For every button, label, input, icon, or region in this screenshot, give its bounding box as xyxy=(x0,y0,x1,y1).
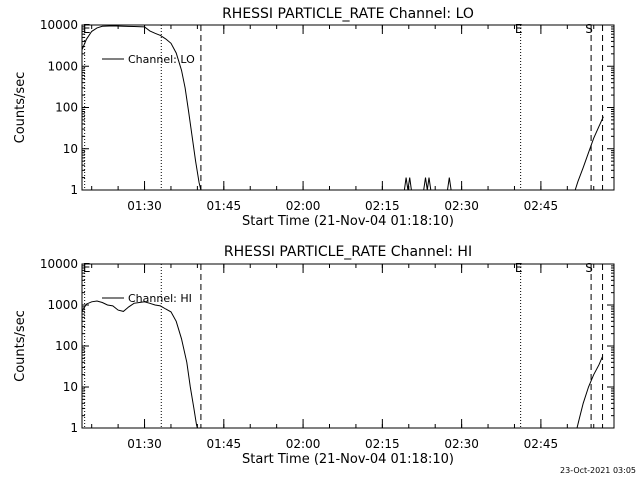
series-line xyxy=(574,116,604,191)
marker-label: S xyxy=(585,261,593,275)
y-tick-label: 10 xyxy=(63,142,78,156)
x-tick-label: 01:45 xyxy=(207,199,242,213)
y-axis-label: Counts/sec xyxy=(13,72,28,144)
y-tick-label: 10000 xyxy=(40,257,78,271)
x-tick-label: 02:30 xyxy=(444,199,479,213)
chart-panel-2: 1 10 100 1000 10000 01:30 01:45 02:00 02:15 02:30… xyxy=(40,257,615,451)
y-axis-label: Counts/sec xyxy=(13,310,28,382)
y-tick-label: 10 xyxy=(63,380,78,394)
x-axis-label: Start Time (21-Nov-04 01:18:10) xyxy=(242,452,454,467)
legend-entry: Channel: HI xyxy=(128,292,192,305)
series-line xyxy=(81,25,202,191)
y-axis: 1 10 100 1000 10000 xyxy=(40,18,614,197)
x-axis: 01:30 01:45 02:00 02:15 02:30 02:45 xyxy=(91,264,595,451)
y-tick-label: 1000 xyxy=(47,298,78,312)
series-line xyxy=(81,300,198,429)
marker-label: E xyxy=(83,261,91,275)
x-tick-label: 02:15 xyxy=(365,199,400,213)
plot-frame xyxy=(81,24,615,191)
x-tick-label: 02:45 xyxy=(524,199,559,213)
x-tick-label: 01:30 xyxy=(127,437,162,451)
x-tick-label: 01:45 xyxy=(207,437,242,451)
x-tick-label: 02:00 xyxy=(286,199,321,213)
marker-label: E xyxy=(83,22,91,36)
marker-label: E xyxy=(515,22,523,36)
series-line xyxy=(403,177,412,191)
footer-timestamp: 23-Oct-2021 03:05 xyxy=(560,466,636,475)
y-tick-label: 1 xyxy=(70,183,78,197)
x-tick-label: 02:45 xyxy=(524,437,559,451)
x-tick-label: 02:30 xyxy=(444,437,479,451)
x-axis: 01:30 01:45 02:00 02:15 02:30 02:45 xyxy=(91,25,595,213)
plot-frame xyxy=(81,263,615,429)
y-tick-label: 100 xyxy=(55,339,78,353)
chart-panel-1: 1 10 100 1000 10000 01:30 01:45 02:00 02:15 02:30… xyxy=(40,18,615,213)
x-tick-label: 01:30 xyxy=(127,199,162,213)
y-tick-label: 10000 xyxy=(40,18,78,32)
y-tick-label: 100 xyxy=(55,101,78,115)
legend-entry: Channel: LO xyxy=(128,53,195,66)
x-tick-label: 02:00 xyxy=(286,437,321,451)
chart-title: RHESSI PARTICLE_RATE Channel: LO xyxy=(222,6,474,22)
series-line xyxy=(576,356,603,429)
chart-title: RHESSI PARTICLE_RATE Channel: HI xyxy=(224,244,472,260)
x-axis-label: Start Time (21-Nov-04 01:18:10) xyxy=(242,214,454,229)
y-axis: 1 10 100 1000 10000 xyxy=(40,257,614,435)
series-line xyxy=(447,177,452,191)
y-tick-label: 1 xyxy=(70,421,78,435)
x-tick-label: 02:15 xyxy=(365,437,400,451)
marker-label: S xyxy=(585,22,593,36)
series-line xyxy=(423,177,432,191)
marker-label: E xyxy=(515,261,523,275)
y-tick-label: 1000 xyxy=(47,59,78,73)
